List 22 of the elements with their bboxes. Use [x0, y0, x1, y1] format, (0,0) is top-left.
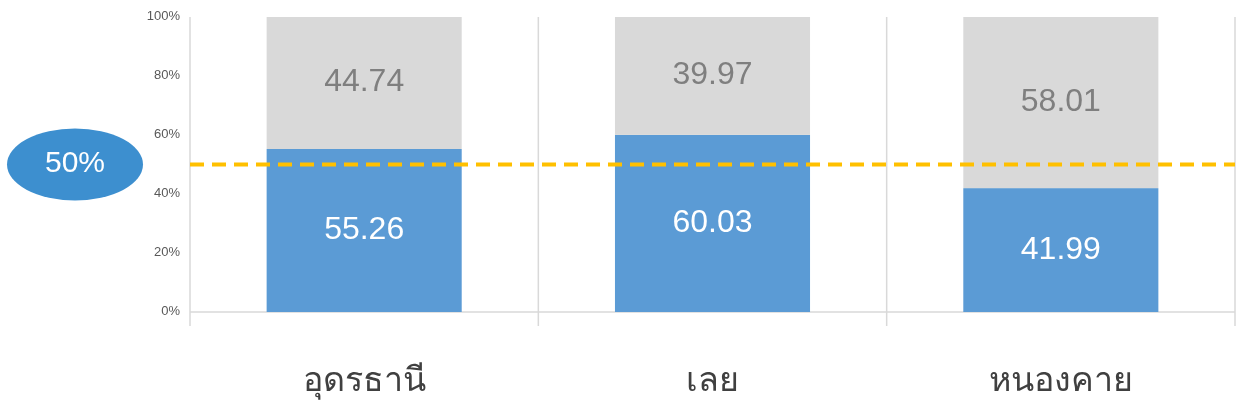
bar	[963, 17, 1159, 189]
bar	[266, 17, 462, 149]
data-label: 39.97	[672, 55, 753, 92]
ref-line-label: 50%	[44, 145, 106, 179]
bar	[614, 134, 811, 312]
bar	[266, 148, 462, 312]
y-tick-label: 80%	[153, 67, 181, 83]
y-tick-label: 60%	[153, 126, 181, 142]
data-label: 58.01	[1020, 82, 1101, 119]
y-tick-label: 0%	[161, 303, 181, 319]
y-tick-label: 20%	[153, 244, 181, 260]
x-tick-label: อุดรธานี	[302, 359, 426, 400]
data-label: 44.74	[324, 62, 405, 99]
x-tick-label: หนองคาย	[988, 359, 1133, 398]
x-tick-label: เลย	[686, 359, 739, 398]
data-label: 41.99	[1020, 229, 1101, 266]
y-tick-label: 40%	[153, 185, 181, 201]
bar	[614, 17, 811, 135]
data-label: 55.26	[324, 209, 405, 246]
data-label: 60.03	[672, 202, 753, 239]
y-tick-label: 100%	[146, 8, 181, 24]
bar	[963, 188, 1159, 312]
